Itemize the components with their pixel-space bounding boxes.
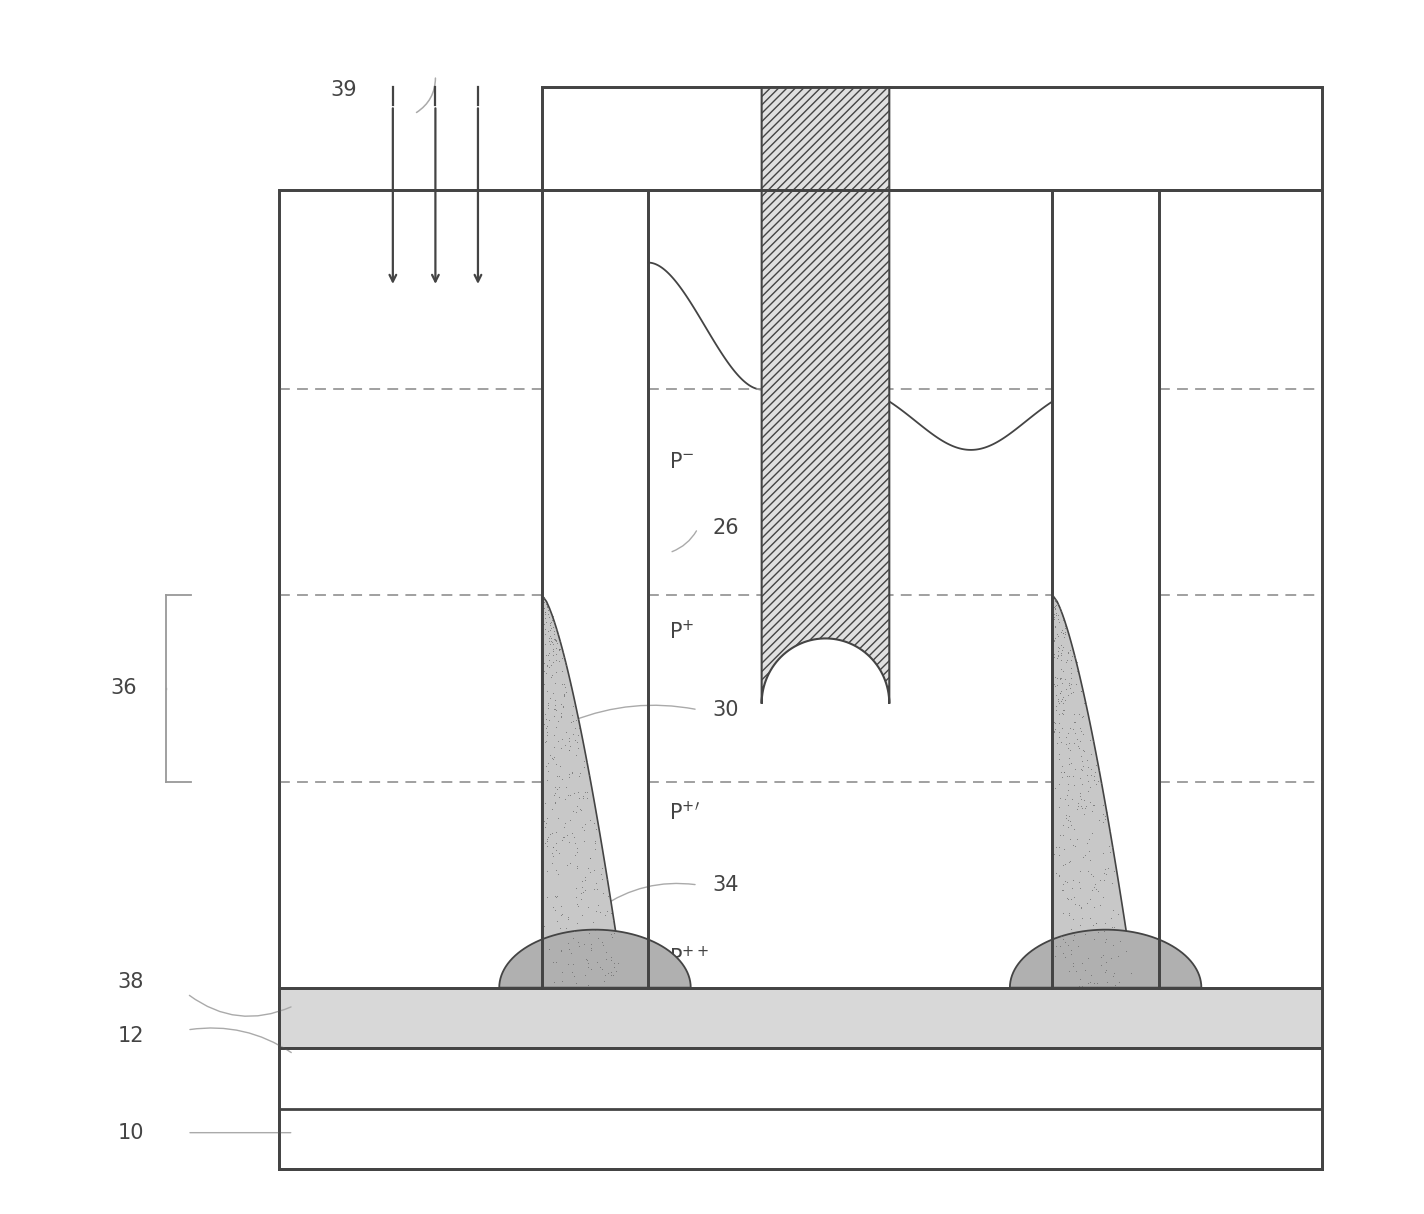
Bar [279,1048,1321,1169]
Bar [279,988,1321,1048]
Bar [541,87,1321,191]
Text: 26: 26 [712,518,739,539]
Text: P$^{++}$: P$^{++}$ [669,946,711,969]
Bar [541,87,1321,191]
Text: 38: 38 [117,971,144,992]
Text: 39: 39 [330,80,356,100]
Polygon shape [500,930,691,988]
Polygon shape [762,87,890,704]
Polygon shape [541,595,624,988]
Text: 34: 34 [712,875,739,895]
Text: 10: 10 [117,1123,144,1142]
Bar [279,191,1321,1169]
Polygon shape [1052,595,1135,988]
Text: 12: 12 [117,1026,144,1046]
Polygon shape [1010,930,1202,988]
Bar [279,191,1321,1169]
Text: P$^{+}$: P$^{+}$ [669,619,695,643]
Text: P$^{-}$: P$^{-}$ [669,452,695,472]
Text: 36: 36 [110,677,137,698]
Text: 30: 30 [712,699,739,720]
Text: P$^{+\prime}$: P$^{+\prime}$ [669,801,701,824]
